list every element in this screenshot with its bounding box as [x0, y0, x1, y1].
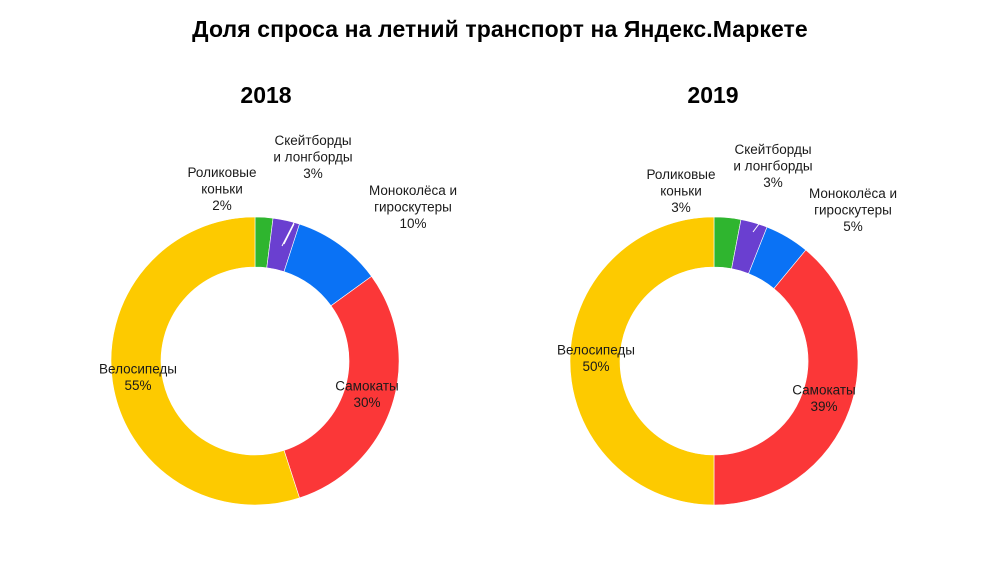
- data-label-line: 2%: [212, 198, 232, 213]
- label-leader-skateboards-2018: [283, 223, 295, 245]
- data-label-line: гироскутеры: [814, 203, 892, 218]
- slice-scooters-2019: [713, 249, 859, 506]
- data-label-scooters-2019: Самокаты 39%: [792, 382, 856, 414]
- data-label-line: Скейтборды: [274, 133, 351, 148]
- label-leader-rollers-2018: [281, 214, 299, 247]
- donut-chart-2019: Роликовые коньки 3%Скейтборды и лонгборды 3%…: [557, 142, 897, 506]
- data-label-line: Самокаты: [792, 382, 856, 397]
- label-leader-skateboards-2019: [752, 207, 772, 233]
- chart-title-2018: 2018: [240, 82, 292, 108]
- data-label-line: 39%: [810, 399, 837, 414]
- data-label-line: 10%: [399, 216, 426, 231]
- data-label-rollers-2018: Роликовые коньки 2%: [188, 165, 257, 213]
- data-label-line: 5%: [843, 219, 863, 234]
- data-label-line: 50%: [582, 359, 609, 374]
- data-label-monowheels-2019: Моноколёса и гироскутеры 5%: [809, 186, 897, 234]
- data-label-line: и лонгборды: [733, 159, 812, 174]
- data-label-monowheels-2018: Моноколёса и гироскутеры 10%: [369, 183, 457, 231]
- slice-bicycles-2019: [569, 216, 715, 506]
- slice-scooters-2018: [283, 275, 400, 499]
- donut-chart-2018: Роликовые коньки 2% Скейтборды и лонгборды 3%…: [99, 133, 457, 506]
- data-label-line: коньки: [201, 182, 243, 197]
- data-label-line: 3%: [671, 200, 691, 215]
- data-label-skateboards-2019: Скейтборды и лонгборды 3%: [733, 142, 812, 190]
- data-label-line: Моноколёса и: [809, 186, 897, 201]
- data-label-scooters-2018: Самокаты 30%: [335, 378, 399, 410]
- data-label-line: и лонгборды: [273, 150, 352, 165]
- data-label-skateboards-2018: Скейтборды и лонгборды 3%: [273, 133, 352, 181]
- data-label-bicycles-2019: Велосипеды 50%: [557, 342, 635, 374]
- data-label-line: 3%: [303, 166, 323, 181]
- slice-bicycles-2018: [110, 216, 300, 506]
- data-label-rollers-2019: Роликовые коньки 3%: [647, 167, 716, 215]
- data-label-line: 55%: [124, 378, 151, 393]
- data-label-line: Моноколёса и: [369, 183, 457, 198]
- data-label-line: коньки: [660, 184, 702, 199]
- page-title: Доля спроса на летний транспорт на Яндек…: [192, 16, 808, 42]
- data-label-line: гироскутеры: [374, 200, 452, 215]
- data-label-line: Скейтборды: [734, 142, 811, 157]
- data-label-line: Велосипеды: [557, 342, 635, 357]
- data-label-line: Велосипеды: [99, 361, 177, 376]
- data-label-bicycles-2018: Велосипеды 55%: [99, 361, 177, 393]
- data-label-line: 30%: [353, 395, 380, 410]
- chart-title-2019: 2019: [687, 82, 739, 108]
- data-label-line: 3%: [763, 175, 783, 190]
- data-label-line: Самокаты: [335, 378, 399, 393]
- data-label-line: Роликовые: [647, 167, 716, 182]
- data-label-line: Роликовые: [188, 165, 257, 180]
